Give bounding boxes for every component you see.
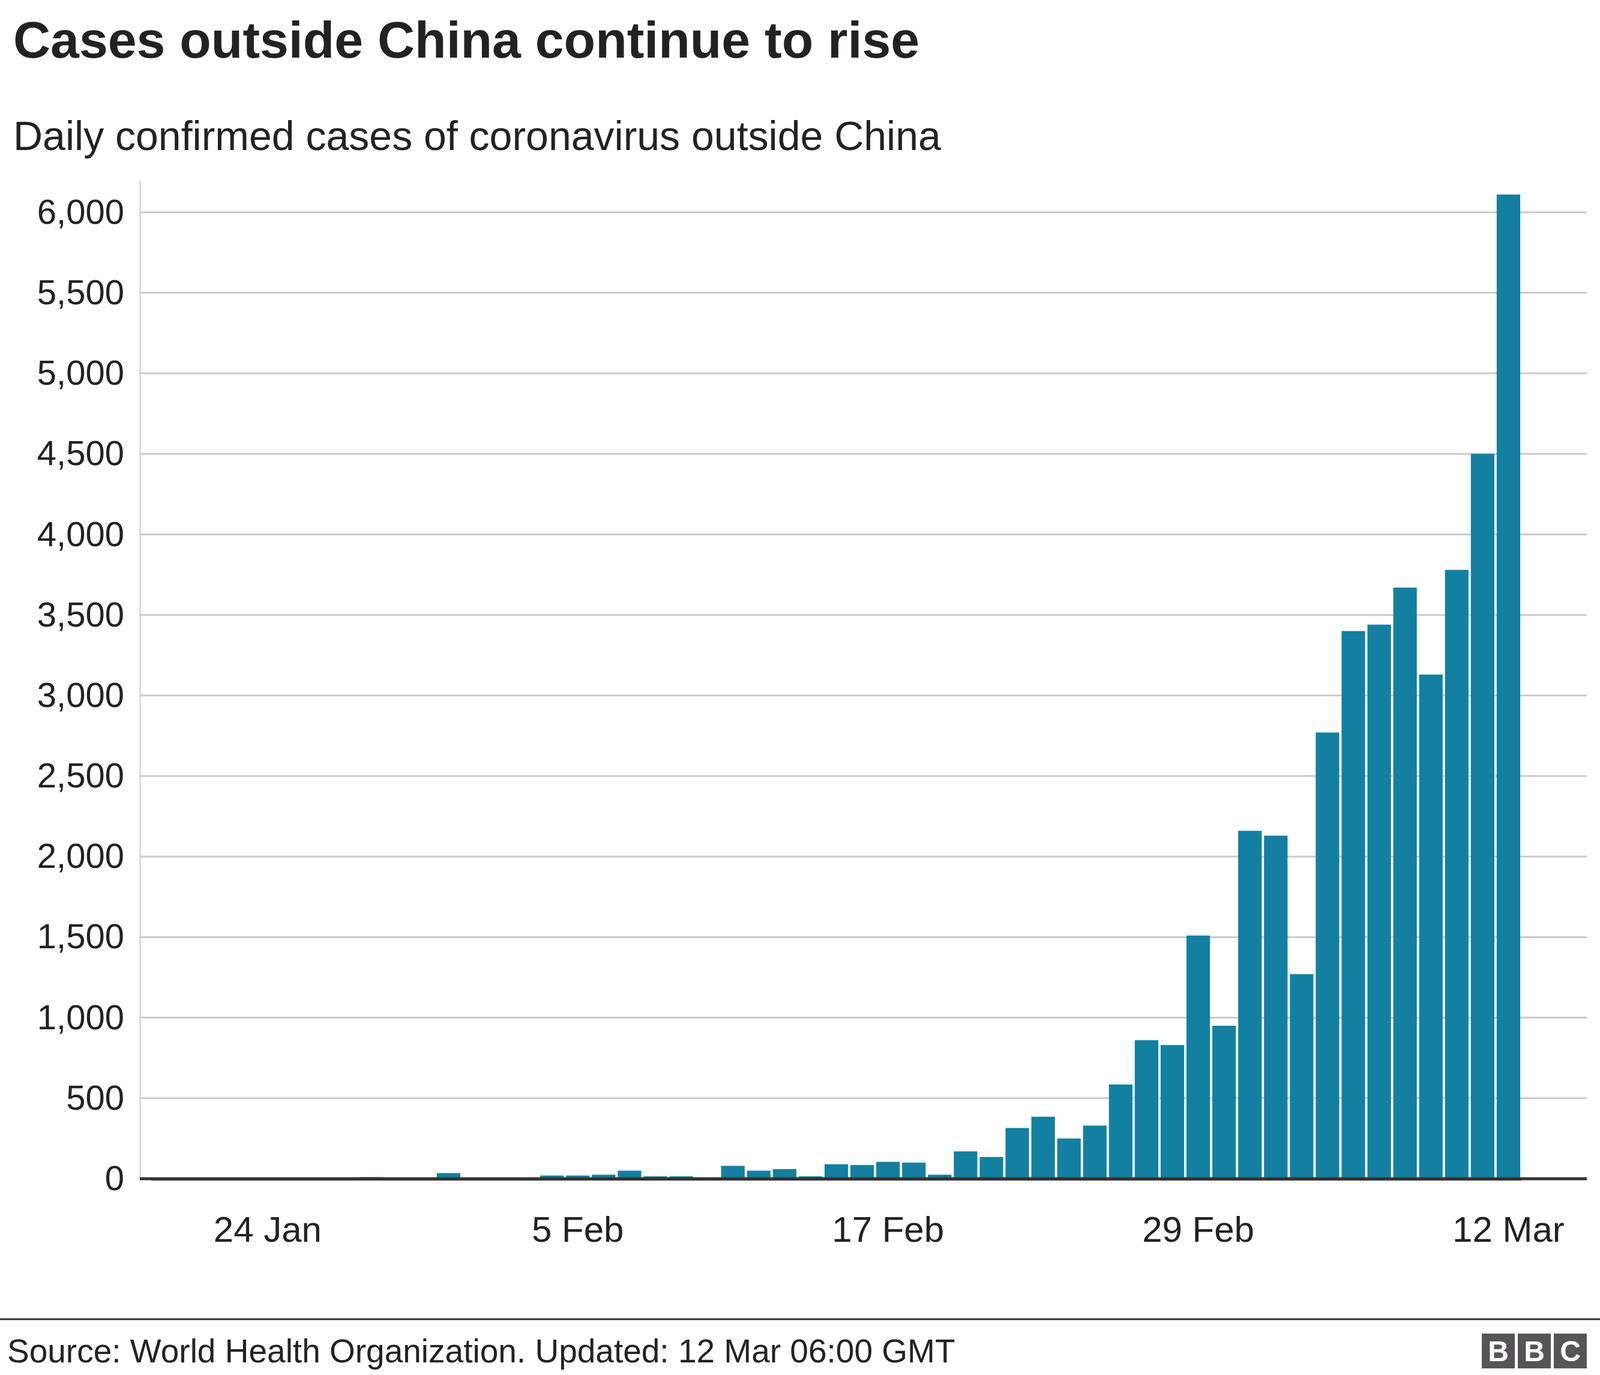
title: Cases outside China continue to rise xyxy=(13,10,920,69)
y-tick: 5,000 xyxy=(37,352,140,392)
bar xyxy=(1393,587,1417,1179)
bar xyxy=(1109,1084,1133,1179)
bar xyxy=(1057,1138,1081,1179)
bar xyxy=(1470,453,1495,1179)
y-axis-line xyxy=(139,180,142,1180)
x-tick-label: 5 Feb xyxy=(531,1209,624,1250)
grid-line xyxy=(139,291,1587,294)
x-tick-label: 17 Feb xyxy=(831,1209,945,1250)
grid-line xyxy=(139,1178,1587,1180)
bar xyxy=(876,1161,900,1179)
bar xyxy=(1005,1127,1029,1179)
bar xyxy=(1083,1125,1107,1179)
y-tick-label: 6,000 xyxy=(37,192,125,232)
bar xyxy=(1186,935,1210,1179)
source: Source: World Health Organization. Updat… xyxy=(7,1332,955,1370)
y-tick: 2,000 xyxy=(37,836,140,876)
y-tick: 1,500 xyxy=(37,916,140,956)
chart: Cases outside China continue to rise Dail… xyxy=(0,0,1600,1375)
logo-letter: B xyxy=(1523,1335,1545,1368)
y-tick-label: 1,500 xyxy=(37,916,125,956)
y-tick: 3,500 xyxy=(37,594,140,634)
grid-line xyxy=(139,533,1587,536)
bar xyxy=(1031,1116,1056,1179)
baseline xyxy=(139,1177,1587,1181)
bar xyxy=(721,1166,745,1179)
y-tick-label: 5,500 xyxy=(37,272,125,312)
logo-letter: C xyxy=(1559,1335,1581,1368)
bar xyxy=(1341,630,1365,1179)
y-tick-label: 3,000 xyxy=(37,675,125,715)
x-tick: 5 Feb xyxy=(531,1178,624,1250)
grid-line xyxy=(139,211,1587,214)
y-tick-label: 4,000 xyxy=(37,514,125,554)
y-tick-label: 2,000 xyxy=(37,836,125,876)
logo-letter: B xyxy=(1487,1335,1509,1368)
x-tick-label: 29 Feb xyxy=(1142,1209,1255,1250)
bar xyxy=(902,1162,926,1179)
y-tick: 4,000 xyxy=(37,514,140,554)
y-tick: 2,500 xyxy=(37,755,140,795)
x-tick-label: 12 Mar xyxy=(1452,1209,1565,1250)
x-axis-line xyxy=(151,1177,1522,1181)
y-tick: 500 xyxy=(66,1077,140,1117)
y-tick: 3,000 xyxy=(37,675,140,715)
grid-line xyxy=(139,453,1587,455)
x-tick: 24 Jan xyxy=(213,1178,322,1250)
logo: BBC xyxy=(1481,1333,1587,1369)
y-tick-label: 1,000 xyxy=(37,997,125,1037)
y-tick: 0 xyxy=(105,1158,140,1198)
bar xyxy=(1263,835,1288,1179)
y-tick-label: 0 xyxy=(105,1158,125,1198)
x-tick: 17 Feb xyxy=(831,1178,945,1250)
bar xyxy=(979,1157,1003,1179)
y-axis: 0 500 1,000 1,500 2,000 2,500 3,000 3,500 4,000 4… xyxy=(37,180,141,1198)
grid-line xyxy=(139,613,1587,616)
bar xyxy=(1238,830,1262,1179)
y-tick-label: 500 xyxy=(66,1077,125,1117)
bar xyxy=(824,1164,849,1179)
footer-rule xyxy=(0,1318,1600,1321)
bar xyxy=(1315,732,1339,1179)
y-tick: 4,500 xyxy=(37,433,140,473)
y-tick-label: 2,500 xyxy=(37,755,125,795)
bar xyxy=(1419,674,1443,1179)
y-tick-label: 3,500 xyxy=(37,594,125,634)
x-tick: 12 Mar xyxy=(1452,1178,1565,1250)
bar xyxy=(1160,1044,1185,1179)
logo-box xyxy=(1553,1333,1587,1369)
y-tick: 6,000 xyxy=(37,192,140,232)
y-tick: 5,500 xyxy=(37,272,140,312)
x-axis: 24 Jan 5 Feb 17 Feb 29 Feb 12 Mar xyxy=(151,1178,1565,1250)
bar xyxy=(1367,624,1391,1179)
bar xyxy=(850,1164,874,1179)
bar xyxy=(1289,974,1314,1179)
bar xyxy=(1445,569,1469,1179)
x-tick-label: 24 Jan xyxy=(213,1209,322,1250)
bar xyxy=(1496,194,1521,1179)
logo-box xyxy=(1481,1333,1515,1369)
grid xyxy=(139,212,1587,1179)
grid-line xyxy=(139,372,1587,375)
bars xyxy=(152,194,1521,1179)
bar xyxy=(953,1151,978,1179)
y-tick: 1,000 xyxy=(37,997,140,1037)
logo-box xyxy=(1517,1333,1551,1369)
bar xyxy=(1212,1025,1236,1179)
subtitle: Daily confirmed cases of coronavirus out… xyxy=(13,112,942,159)
y-tick-label: 5,000 xyxy=(37,352,125,392)
y-tick-label: 4,500 xyxy=(37,433,125,473)
bar xyxy=(1134,1040,1159,1179)
x-tick: 29 Feb xyxy=(1142,1178,1255,1250)
